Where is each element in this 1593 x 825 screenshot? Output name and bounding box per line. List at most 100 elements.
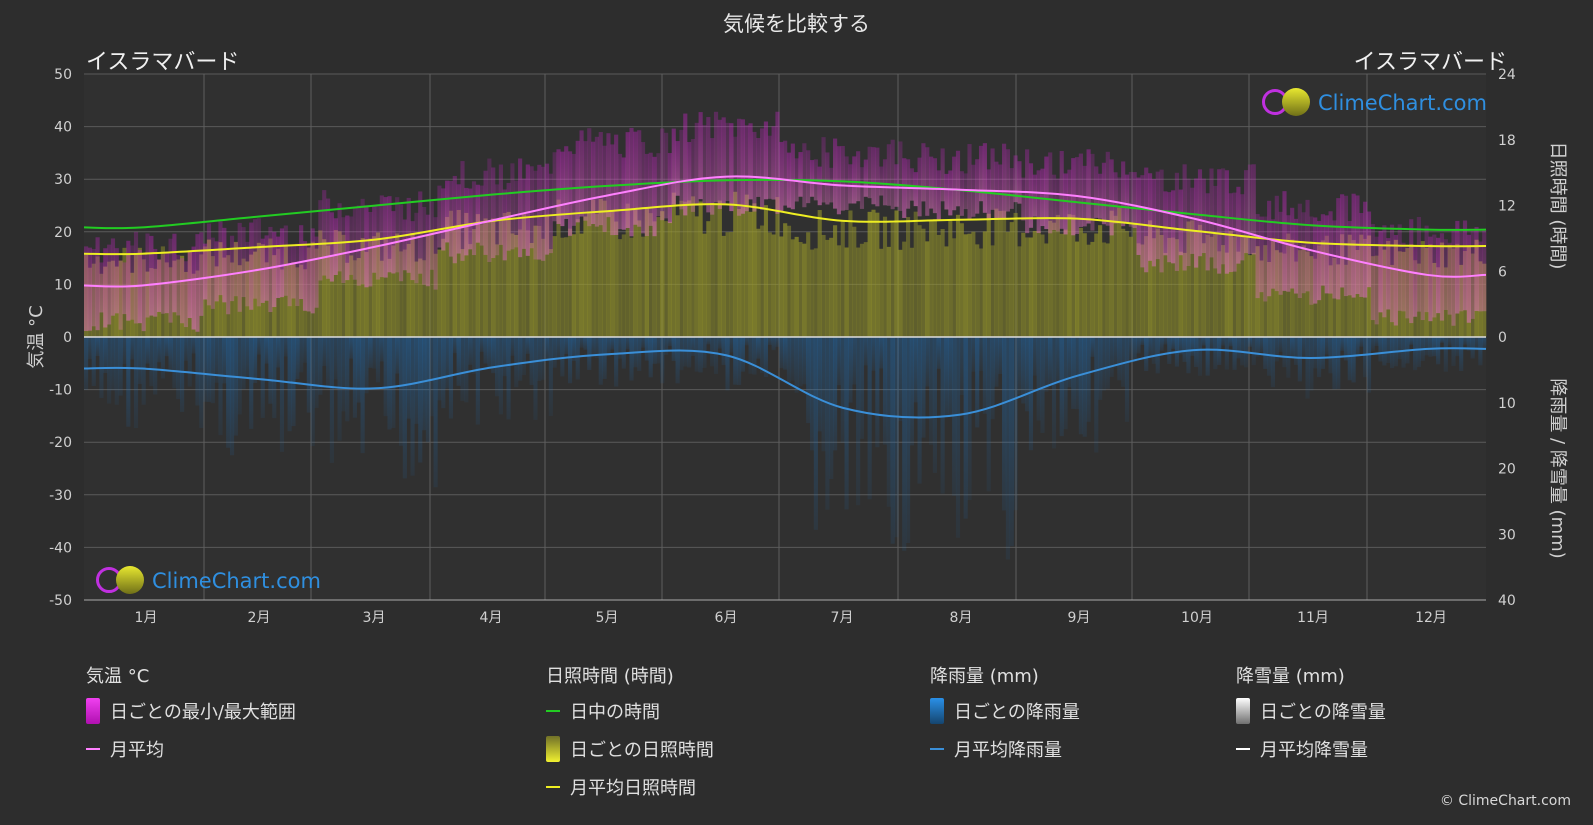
sunshine-day-bar (836, 245, 841, 337)
rain-day-bar (564, 337, 569, 355)
sunshine-day-bar (809, 249, 815, 337)
x-tick-label: 6月 (715, 610, 738, 626)
rain-day-bar (1382, 337, 1387, 366)
y-tick-label: -20 (49, 435, 72, 451)
rain-day-bar (879, 337, 884, 369)
rain-day-bar (1366, 337, 1372, 393)
sunshine-day-bar (1220, 245, 1226, 337)
rain-day-bar (1044, 337, 1049, 392)
temp-range-day-bar (456, 184, 461, 254)
temp-range-day-bar (433, 217, 438, 290)
x-tick-label: 1月 (135, 610, 158, 626)
rain-day-bar (844, 337, 849, 510)
sunshine-day-bar (1086, 244, 1091, 337)
temp-range-day-bar (471, 181, 477, 256)
temp-range-day-bar (583, 141, 588, 221)
rain-day-bar (552, 337, 557, 368)
sunshine-day-bar (1028, 237, 1034, 337)
rain-day-bar (921, 337, 926, 438)
sunshine-day-bar (625, 203, 630, 337)
rain-day-bar (1194, 337, 1199, 368)
rain-day-bar (1305, 337, 1310, 399)
rain-day-bar (418, 337, 423, 463)
sunshine-day-bar (725, 232, 730, 337)
sunshine-day-bar (1005, 231, 1011, 337)
rain-day-bar (445, 337, 450, 389)
sunshine-day-bar (710, 203, 715, 337)
sunshine-day-bar (763, 205, 769, 337)
rain-day-bar (448, 337, 454, 419)
temp-range-day-bar (1420, 246, 1425, 321)
temp-range-day-bar (387, 196, 392, 273)
temp-range-day-bar (694, 122, 699, 206)
rain-day-bar (1413, 337, 1418, 371)
rain-day-bar (1359, 337, 1364, 347)
rain-day-bar (1236, 337, 1241, 359)
temp-range-day-bar (1397, 224, 1402, 311)
sunshine-day-bar (1186, 221, 1191, 337)
temp-range-day-bar (867, 146, 872, 199)
temp-range-day-bar (475, 184, 480, 243)
rain-day-bar (1340, 337, 1345, 351)
temp-range-day-bar (1466, 234, 1471, 323)
sunshine-day-bar (967, 233, 972, 337)
sunshine-day-bar (1343, 264, 1349, 337)
rain-day-bar (1209, 337, 1214, 352)
rain-day-bar (955, 337, 961, 538)
temp-range-day-bar (218, 221, 223, 296)
sunshine-day-bar (379, 260, 384, 337)
sunshine-day-bar (898, 249, 903, 337)
temp-range-day-bar (610, 144, 615, 236)
temp-range-day-bar (1232, 192, 1237, 272)
rain-day-bar (91, 337, 96, 386)
legend-label: 日ごとの降雪量 (1260, 702, 1386, 723)
rain-day-bar (794, 337, 799, 393)
rain-day-bar (1309, 337, 1314, 391)
temp-range-day-bar (817, 166, 822, 206)
rain-day-bar (410, 337, 415, 476)
sunshine-day-bar (848, 210, 853, 337)
temp-range-day-bar (364, 205, 369, 288)
rain-day-bar (1428, 337, 1433, 357)
rain-day-bar (356, 337, 361, 403)
temp-range-day-bar (233, 242, 238, 297)
sunshine-day-bar (1232, 237, 1237, 337)
y3-tick-label: 40 (1498, 593, 1516, 609)
sunshine-day-bar (1147, 220, 1153, 337)
rain-swatch (930, 698, 944, 724)
temp-range-day-bar (84, 246, 89, 332)
temp-range-day-bar (498, 164, 503, 245)
temp-range-day-bar (518, 158, 523, 258)
rain-day-bar (87, 337, 92, 360)
rain-day-bar (133, 337, 139, 429)
rain-day-bar (1178, 337, 1183, 355)
temp-range-day-bar (103, 248, 108, 328)
sunshine-day-bar (760, 225, 765, 337)
rain-day-bar (126, 337, 131, 427)
sunshine-day-bar (640, 236, 646, 337)
temp-range-day-bar (268, 226, 273, 313)
sunshine-day-bar (1224, 252, 1229, 337)
rain-day-bar (664, 337, 669, 355)
rain-day-bar (114, 337, 119, 405)
sunshine-day-bar (387, 258, 392, 337)
temp-range-day-bar (909, 168, 914, 201)
sunshine-day-bar (748, 211, 753, 337)
rain-day-bar (1251, 337, 1256, 366)
rain-day-bar (752, 337, 757, 375)
temp-range-day-bar (1255, 214, 1260, 299)
rain-day-bar (717, 337, 722, 349)
rain-day-bar (733, 337, 738, 385)
temp-range-day-bar (1174, 172, 1180, 271)
sunshine-day-bar (299, 264, 304, 337)
rain-day-bar (422, 337, 427, 431)
sunshine-day-bar (494, 244, 500, 337)
rain-day-bar (1462, 337, 1468, 345)
rain-day-bar (917, 337, 922, 484)
rain-day-bar (229, 337, 235, 456)
rain-day-bar (679, 337, 684, 371)
temp-range-day-bar (740, 119, 745, 214)
temp-range-day-bar (959, 171, 964, 216)
sunshine-day-bar (1190, 220, 1195, 337)
rain-day-bar (1332, 337, 1337, 390)
